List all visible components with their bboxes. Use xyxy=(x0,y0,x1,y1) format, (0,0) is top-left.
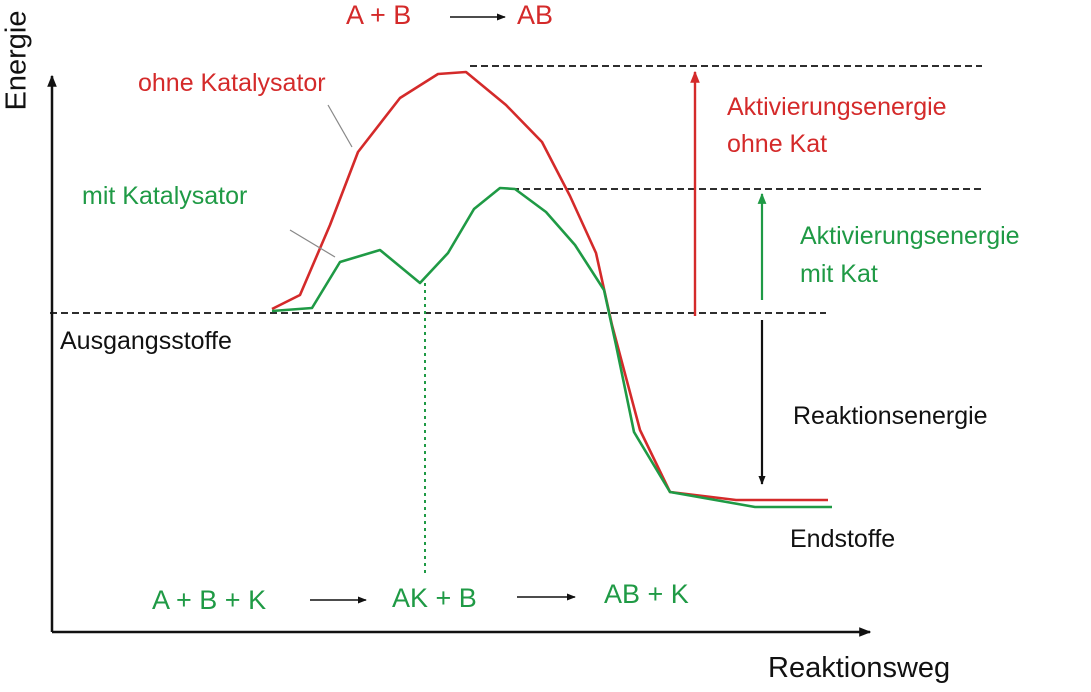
top-equation-left: A + B xyxy=(346,0,412,30)
reactants-label: Ausgangsstoffe xyxy=(60,327,232,355)
uncatalyzed-curve-label: ohne Katalysator xyxy=(138,69,326,97)
catalyzed-curve-label: mit Katalysator xyxy=(82,182,248,210)
bottom-equation-step2: AK + B xyxy=(392,583,477,613)
reaction-energy-label: Reaktionsenergie xyxy=(793,402,988,430)
catalyzed-curve xyxy=(271,186,832,509)
bottom-equation-step1: A + B + K xyxy=(152,585,267,615)
activation-with-label-line1: Aktivierungsenergie xyxy=(800,222,1020,250)
uncatalyzed-curve xyxy=(271,70,828,502)
uncatalyzed-label-pointer xyxy=(327,104,353,148)
catalyzed-label-pointer xyxy=(289,229,336,258)
activation-with-label-line2: mit Kat xyxy=(800,260,878,288)
y-axis-label: Energie xyxy=(0,10,33,111)
activation-without-label-line2: ohne Kat xyxy=(727,130,828,158)
bottom-equation-step3: AB + K xyxy=(604,579,689,609)
activation-without-label-line1: Aktivierungsenergie xyxy=(727,93,947,121)
products-label: Endstoffe xyxy=(790,525,896,553)
top-equation-right: AB xyxy=(517,0,554,30)
x-axis-label: Reaktionsweg xyxy=(768,652,951,684)
